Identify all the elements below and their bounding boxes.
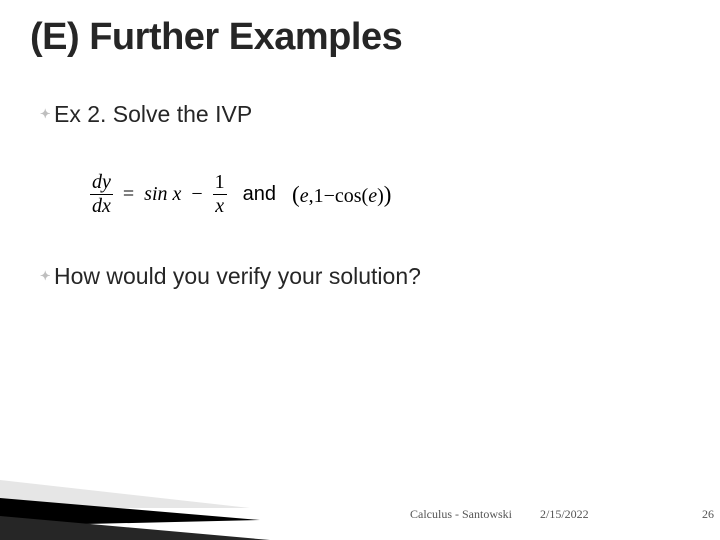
bullet-marker: ✦ [40, 262, 54, 284]
sin-x: sin x [144, 183, 181, 206]
x: x [213, 196, 226, 217]
and-word: and [237, 183, 282, 206]
initial-point: (e,1−cos(e)) [292, 182, 391, 208]
one: 1 [213, 172, 227, 193]
decorative-wedge [0, 450, 270, 540]
footer-page-number: 26 [702, 507, 714, 522]
dx: dx [90, 196, 113, 217]
bullet-text: How would you verify your solution? [54, 262, 421, 291]
fraction-dy-dx: dy dx [90, 172, 113, 217]
dy: dy [90, 172, 113, 193]
slide-title: (E) Further Examples [30, 16, 402, 59]
bullet-marker: ✦ [40, 100, 54, 122]
bullet-text: Ex 2. Solve the IVP [54, 100, 252, 129]
bullet-item: ✦ Ex 2. Solve the IVP [40, 100, 252, 129]
footer-date: 2/15/2022 [540, 507, 589, 522]
fraction-1-x: 1 x [213, 172, 227, 217]
minus-sign: − [191, 183, 202, 206]
equation: dy dx = sin x − 1 x and (e,1−cos(e)) [90, 172, 391, 217]
bullet-item: ✦ How would you verify your solution? [40, 262, 421, 291]
equals-sign: = [123, 183, 134, 206]
footer-course: Calculus - Santowski [410, 507, 512, 522]
